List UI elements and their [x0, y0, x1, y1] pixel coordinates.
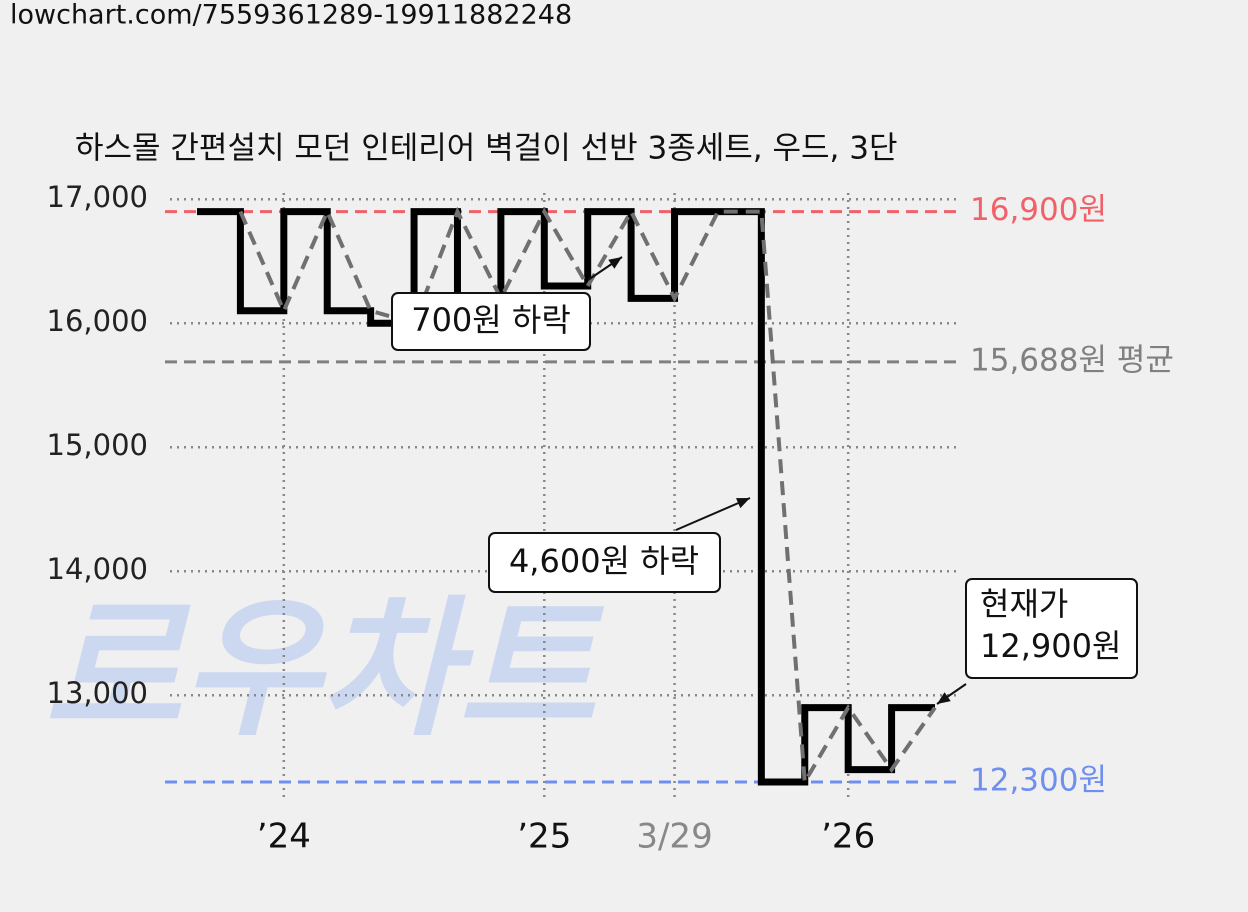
y-tick-label: 14,000	[47, 552, 148, 586]
x-tick-label: ’24	[257, 817, 311, 857]
watermark: 로우차트	[44, 583, 605, 757]
annotation-arrow	[675, 497, 751, 531]
trend-line	[238, 206, 937, 789]
arrow-head	[937, 692, 951, 704]
price-line	[197, 208, 935, 786]
annotation-box	[391, 292, 591, 351]
y-tick-label: 15,000	[47, 428, 148, 462]
y-tick-label: 17,000	[47, 180, 148, 214]
annotation: 700원 하락	[411, 301, 571, 339]
x-tick-label: ’25	[517, 817, 571, 857]
chart-title: 하스몰 간편설치 모던 인테리어 벽걸이 선반 3종세트, 우드, 3단	[75, 131, 897, 167]
reference-label: 12,300원	[970, 763, 1107, 799]
x-tick-label: ’26	[821, 817, 875, 857]
annotation: 현재가	[980, 585, 1068, 623]
arrow-head	[608, 257, 622, 269]
annotation-box	[965, 578, 1138, 679]
arrow-head	[736, 498, 750, 509]
annotation: 4,600원 하락	[509, 542, 699, 580]
source-url: lowchart.com/7559361289-19911882248	[10, 0, 572, 31]
y-tick-label: 16,000	[47, 304, 148, 338]
x-tick-label: 3/29	[636, 817, 712, 857]
reference-label: 16,900원	[970, 192, 1107, 228]
y-tick-label: 13,000	[47, 676, 148, 710]
annotation-box	[488, 532, 721, 593]
annotation: 12,900원	[980, 627, 1121, 665]
reference-label: 15,688원 평균	[970, 342, 1174, 378]
